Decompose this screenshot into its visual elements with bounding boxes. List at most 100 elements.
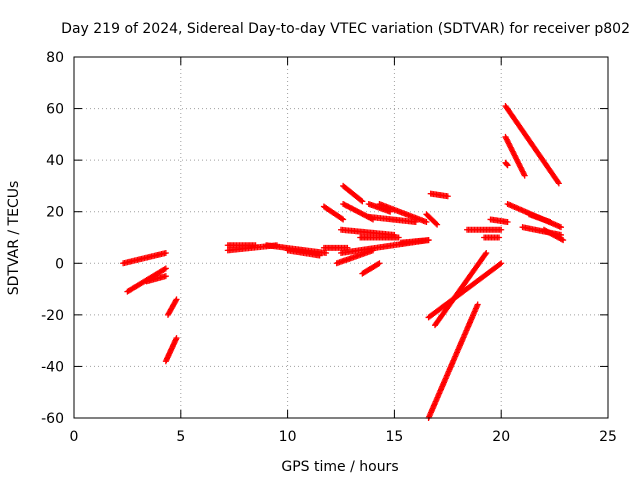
data-point [504, 162, 511, 169]
data-track [502, 102, 562, 187]
data-point [510, 149, 517, 156]
y-tick-label: -60 [41, 411, 64, 427]
data-point [503, 161, 510, 168]
data-point [514, 157, 521, 164]
y-tick-label: -40 [41, 359, 64, 375]
data-point [558, 236, 565, 243]
x-axis-ticks: 0 5 10 15 20 25 [70, 57, 617, 445]
data-point [555, 180, 562, 187]
data-point [555, 179, 562, 186]
data-point [359, 198, 366, 205]
y-axis-label: SDTVAR / TECUs [6, 181, 22, 296]
x-tick-label: 25 [599, 429, 617, 445]
data-point [370, 247, 377, 254]
data-track [162, 335, 180, 365]
data-point [519, 167, 526, 174]
x-axis-label: GPS time / hours [281, 459, 398, 475]
data-point [482, 251, 489, 258]
chart-title: Day 219 of 2024, Sidereal Day-to-day VTE… [61, 21, 630, 37]
data-point [395, 234, 402, 241]
data-point [444, 193, 451, 200]
data-point [498, 260, 505, 267]
data-point [511, 151, 518, 158]
data-track [487, 216, 511, 226]
data-track [284, 247, 323, 259]
data-track [502, 133, 528, 179]
x-tick-label: 5 [176, 429, 185, 445]
data-point [511, 152, 518, 159]
data-track [376, 200, 430, 226]
data-point [507, 143, 514, 150]
data-point [508, 145, 515, 152]
data-point [504, 137, 511, 144]
data-track [143, 273, 169, 285]
data-point [521, 171, 528, 178]
data-point [509, 147, 516, 154]
y-tick-label: -20 [41, 308, 64, 324]
data-point [483, 249, 490, 256]
y-tick-label: 0 [55, 256, 64, 272]
plot-frame [73, 56, 609, 419]
x-tick-label: 20 [492, 429, 510, 445]
data-point [506, 141, 513, 148]
data-point [338, 215, 345, 222]
data-track [357, 234, 402, 241]
x-tick-label: 15 [385, 429, 403, 445]
data-point [519, 168, 526, 175]
data-point [512, 153, 519, 160]
data-point [515, 159, 522, 166]
grid-layer [74, 57, 608, 418]
data-point [503, 135, 510, 142]
data-track [540, 226, 567, 244]
data-track [481, 234, 503, 241]
data-point [503, 136, 510, 143]
data-track [427, 190, 451, 200]
data-point [504, 219, 511, 226]
data-point [513, 156, 520, 163]
data-point [162, 249, 169, 256]
data-point [434, 221, 441, 228]
data-point [340, 216, 347, 223]
data-track [431, 249, 490, 329]
data-track [502, 159, 511, 169]
data-point [520, 169, 527, 176]
data-point [496, 234, 503, 241]
data-track [164, 296, 180, 318]
data-point [509, 148, 516, 155]
data-point [474, 301, 481, 308]
y-tick-label: 60 [46, 102, 64, 118]
data-track [525, 211, 554, 226]
data-point [375, 261, 382, 268]
data-point [423, 219, 430, 226]
data-track [320, 203, 347, 223]
data-point [252, 242, 259, 249]
data-track [464, 226, 505, 233]
x-tick-label: 0 [70, 429, 79, 445]
x-tick-label: 10 [279, 429, 297, 445]
data-point [518, 165, 525, 172]
data-point [505, 139, 512, 146]
data-point [502, 133, 509, 140]
data-point [323, 249, 330, 256]
data-point [498, 226, 505, 233]
data-track [425, 260, 505, 321]
data-track [397, 237, 432, 246]
data-point [425, 237, 432, 244]
data-track [423, 211, 441, 228]
data-track [120, 249, 169, 267]
data-point [161, 266, 168, 273]
y-tick-label: 40 [46, 153, 64, 169]
data-point [560, 237, 567, 244]
data-point [558, 224, 565, 231]
data-track [425, 301, 481, 421]
data-point [172, 297, 179, 304]
data-point [173, 335, 180, 342]
data-point [513, 155, 520, 162]
data-track [224, 242, 259, 249]
data-track [340, 182, 366, 205]
data-point [497, 261, 504, 268]
data-track [333, 247, 377, 267]
y-tick-label: 20 [46, 205, 64, 221]
data-point [521, 172, 528, 179]
data-point [376, 260, 383, 267]
